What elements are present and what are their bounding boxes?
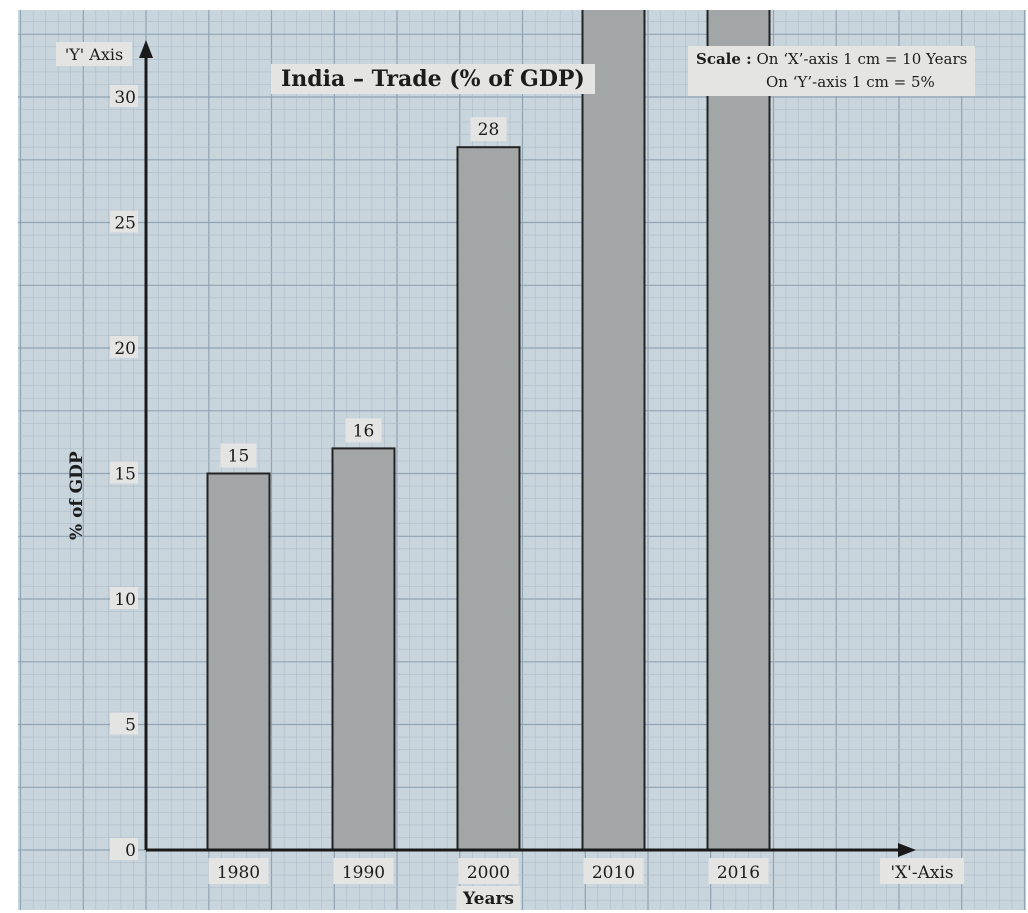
y-tick-box xyxy=(110,838,138,860)
y-tick-label: 20 xyxy=(114,339,136,359)
chart-title: India – Trade (% of GDP) xyxy=(271,64,595,94)
data-label-box xyxy=(345,418,382,443)
axis-labels: 1519801619902820005020104020160510152025… xyxy=(56,42,964,910)
x-tick-box xyxy=(708,858,769,884)
y-tick-label: 5 xyxy=(125,716,136,736)
x-axis-title: Years xyxy=(462,889,514,909)
y-tick-label: 0 xyxy=(125,841,136,861)
y-tick-box xyxy=(110,210,138,233)
y-tick-label: 25 xyxy=(114,214,136,234)
bar xyxy=(206,472,271,851)
y-tick-label: 30 xyxy=(114,88,136,108)
x-tick-box xyxy=(458,858,519,884)
x-axis-name-box xyxy=(880,858,964,884)
x-tick-box xyxy=(333,858,394,884)
grid-lines xyxy=(18,10,1026,910)
y-tick-box xyxy=(110,461,138,484)
scale-line-1: Scale : On ‘X’-axis 1 cm = 10 Years xyxy=(696,48,967,71)
x-tick-label: 1990 xyxy=(342,863,385,883)
x-tick-label: 2016 xyxy=(717,863,760,883)
axes xyxy=(139,40,916,857)
data-label-box xyxy=(470,117,507,142)
y-tick-box xyxy=(110,85,138,107)
x-tick-box xyxy=(208,858,269,884)
y-tick-box xyxy=(110,336,138,358)
bar xyxy=(331,447,396,851)
x-tick-label: 2010 xyxy=(592,863,635,883)
scale-label: Scale : xyxy=(696,50,752,68)
data-label: 15 xyxy=(228,447,250,467)
x-tick-label: 2000 xyxy=(467,863,510,883)
y-axis-name: 'Y' Axis xyxy=(65,45,123,64)
bar xyxy=(456,146,521,851)
data-label: 28 xyxy=(478,120,500,140)
x-tick-box xyxy=(583,858,644,884)
bar xyxy=(581,10,646,851)
x-tick-label: 1980 xyxy=(217,863,260,883)
scale-line-2: On ‘Y’-axis 1 cm = 5% xyxy=(766,73,935,91)
bars xyxy=(206,10,771,851)
y-tick-box xyxy=(110,712,138,735)
y-tick-label: 10 xyxy=(114,590,136,610)
x-axis-name: 'X'-Axis xyxy=(890,863,953,883)
y-axis-arrow xyxy=(139,40,153,58)
data-label-box xyxy=(220,443,257,468)
bar-chart: 1519801619902820005020104020160510152025… xyxy=(18,10,1026,910)
y-tick-label: 15 xyxy=(114,465,136,485)
x-title-box xyxy=(456,886,521,910)
scale-x-text: On ‘X’-axis 1 cm = 10 Years xyxy=(756,50,968,68)
graph-paper: 1519801619902820005020104020160510152025… xyxy=(18,10,1026,910)
y-tick-box xyxy=(110,587,138,609)
y-axis-name-box xyxy=(56,42,132,66)
scale-note: Scale : On ‘X’-axis 1 cm = 10 Years On ‘… xyxy=(688,46,976,96)
bar xyxy=(706,10,771,851)
data-label: 16 xyxy=(353,421,375,441)
y-axis-title: % of GDP xyxy=(67,451,87,540)
x-axis-arrow xyxy=(898,843,916,857)
